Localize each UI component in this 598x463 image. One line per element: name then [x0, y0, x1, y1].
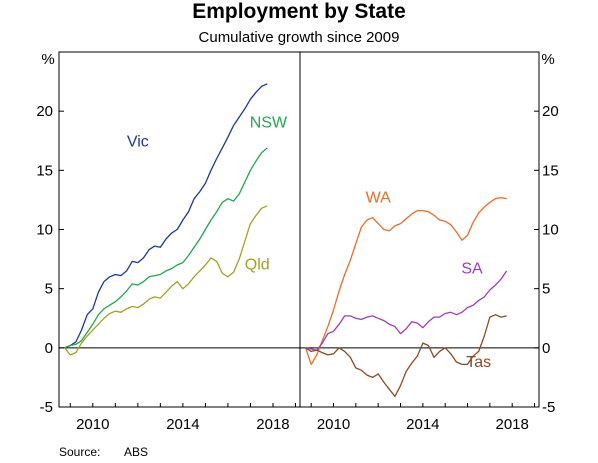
y-tick-label-right: 15	[542, 162, 559, 179]
y-tick-label-right: 0	[542, 340, 550, 357]
series-line-qld	[64, 205, 268, 356]
source-value: ABS	[124, 445, 149, 459]
y-tick-label-right: -5	[542, 399, 555, 416]
series-line-wa	[304, 196, 507, 366]
y-tick-label-right: 20	[542, 103, 559, 120]
y-tick-label-left: 15	[36, 162, 53, 179]
series-label-nsw: NSW	[250, 115, 288, 132]
series-line-vic	[64, 83, 268, 349]
x-tick-label: 2010	[317, 416, 350, 433]
series-label-sa: SA	[461, 260, 483, 277]
chart-title: Employment by State	[192, 0, 406, 23]
x-tick-label: 2010	[76, 416, 109, 433]
x-tick-label: 2018	[256, 416, 289, 433]
y-tick-label-left: 0	[45, 340, 53, 357]
y-tick-label-left: 5	[45, 281, 53, 298]
series-line-tas	[305, 314, 507, 398]
series-line-nsw	[64, 147, 268, 349]
source-label: Source:	[59, 445, 101, 459]
plot-layer: -5 -5 0 0 5 5 10 10 15 15 20 20 2010 2014 2018 Vic NSW Ql…	[36, 51, 559, 433]
series-label-tas: Tas	[466, 354, 491, 371]
y-tick-label-left: -5	[40, 399, 53, 416]
x-tick-label: 2018	[496, 416, 529, 433]
series-label-vic: Vic	[127, 134, 149, 151]
chart-subtitle: Cumulative growth since 2009	[198, 29, 400, 46]
y-unit-left: %	[41, 51, 54, 68]
y-unit-right: %	[541, 51, 554, 68]
x-tick-label: 2014	[406, 416, 439, 433]
y-tick-label-left: 20	[36, 103, 53, 120]
x-tick-label: 2014	[166, 416, 199, 433]
series-label-qld: Qld	[245, 257, 270, 274]
series-line-sa	[305, 270, 508, 351]
series-label-wa: WA	[366, 189, 392, 206]
y-tick-label-right: 10	[542, 222, 559, 239]
source-note: Source: ABS	[59, 445, 148, 459]
y-tick-label-left: 10	[36, 222, 53, 239]
y-tick-label-right: 5	[542, 281, 550, 298]
